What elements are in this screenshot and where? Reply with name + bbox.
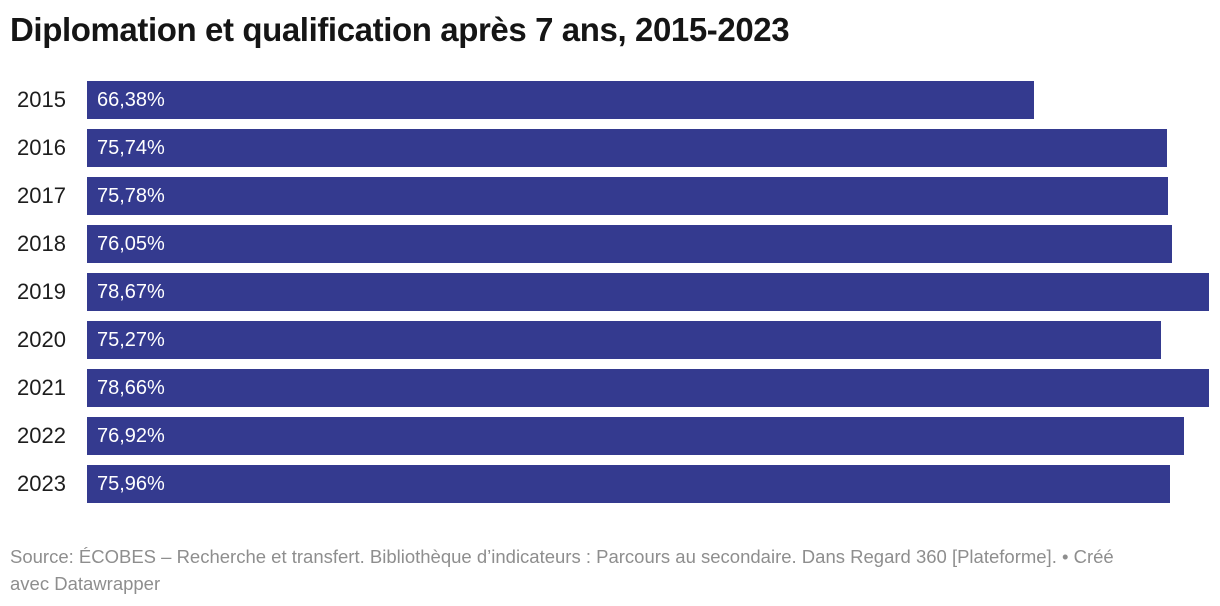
bar-track: 75,96% — [87, 465, 1209, 503]
year-label: 2015 — [17, 87, 66, 112]
value-label: 78,67% — [97, 280, 165, 303]
bar-track: 75,78% — [87, 177, 1209, 215]
chart-row: 2021 78,66% — [10, 369, 1209, 407]
datawrapper-attribution-link[interactable]: Créé avec Datawrapper — [10, 546, 1114, 594]
value-label: 66,38% — [97, 88, 165, 111]
chart-row: 2017 75,78% — [10, 177, 1209, 215]
chart-row: 2022 76,92% — [10, 417, 1209, 455]
value-label: 75,96% — [97, 472, 165, 495]
value-label: 76,05% — [97, 232, 165, 255]
chart-title: Diplomation et qualification après 7 ans… — [10, 11, 790, 48]
chart-row: 2020 75,27% — [10, 321, 1209, 359]
bar-track: 75,74% — [87, 129, 1209, 167]
bar-track: 75,27% — [87, 321, 1209, 359]
value-label: 76,92% — [97, 424, 165, 447]
chart-row: 2016 75,74% — [10, 129, 1209, 167]
source-text: Source: ÉCOBES – Recherche et transfert.… — [10, 546, 1057, 567]
bar-track: 76,92% — [87, 417, 1209, 455]
bar-track: 76,05% — [87, 225, 1209, 263]
bar: 66,38% — [87, 81, 1034, 119]
chart-row: 2023 75,96% — [10, 465, 1209, 503]
value-label: 75,27% — [97, 328, 165, 351]
year-label: 2022 — [17, 423, 66, 448]
chart-row: 2015 66,38% — [10, 81, 1209, 119]
bar-track: 78,67% — [87, 273, 1209, 311]
value-label: 75,74% — [97, 136, 165, 159]
year-label: 2018 — [17, 231, 66, 256]
value-label: 75,78% — [97, 184, 165, 207]
bar: 75,27% — [87, 321, 1161, 359]
year-label: 2019 — [17, 279, 66, 304]
chart-row: 2018 76,05% — [10, 225, 1209, 263]
bar: 75,74% — [87, 129, 1168, 167]
bar: 76,92% — [87, 417, 1185, 455]
year-label: 2023 — [17, 471, 66, 496]
bar: 75,96% — [87, 465, 1171, 503]
bar-chart: 2015 66,38% 2016 75,74% 2017 75,78% 2018 76,05%… — [10, 81, 1209, 503]
chart-row: 2019 78,67% — [10, 273, 1209, 311]
value-label: 78,66% — [97, 376, 165, 399]
bar: 76,05% — [87, 225, 1172, 263]
source-note: Source: ÉCOBES – Recherche et transfert.… — [10, 543, 1130, 597]
bar: 78,67% — [87, 273, 1209, 311]
bar: 78,66% — [87, 369, 1209, 407]
bar-track: 66,38% — [87, 81, 1209, 119]
bar: 75,78% — [87, 177, 1168, 215]
year-label: 2020 — [17, 327, 66, 352]
bar-track: 78,66% — [87, 369, 1209, 407]
year-label: 2017 — [17, 183, 66, 208]
year-label: 2016 — [17, 135, 66, 160]
year-label: 2021 — [17, 375, 66, 400]
separator-dot: • — [1061, 546, 1069, 567]
